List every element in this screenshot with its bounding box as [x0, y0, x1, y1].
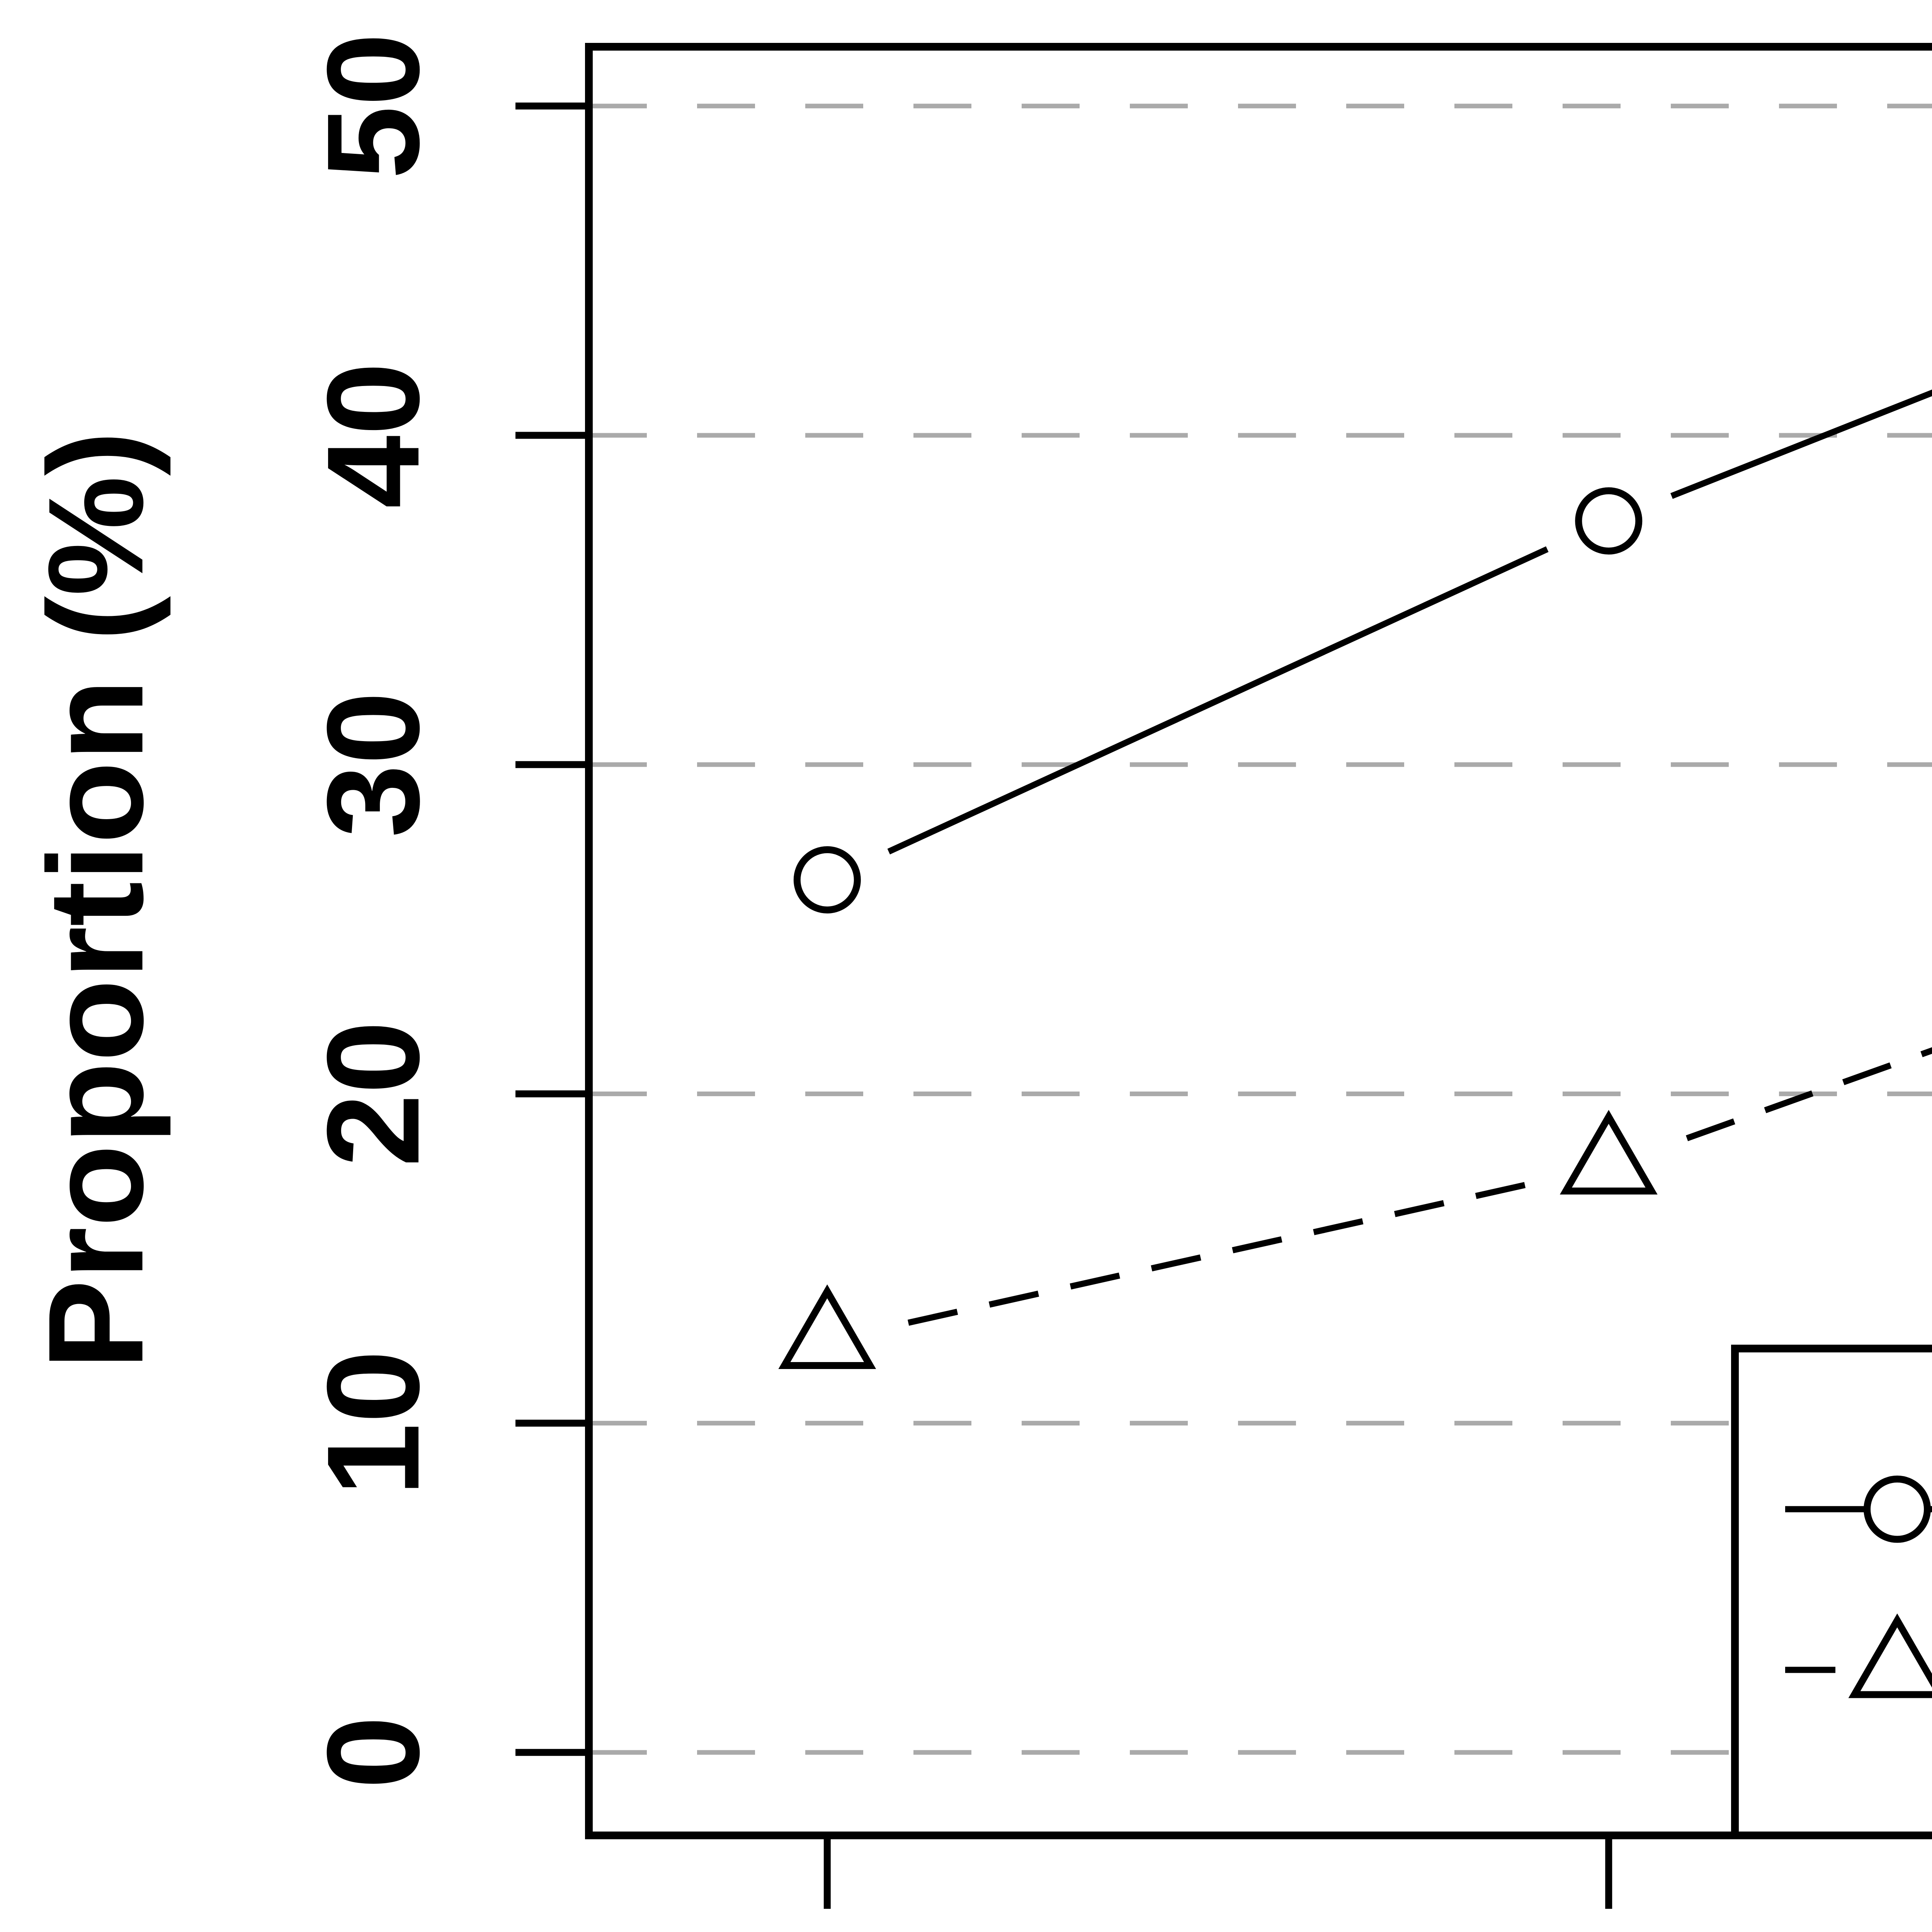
series-age-40plus [793, 389, 1932, 913]
series-age-under40 [778, 1047, 1932, 1369]
y-tick-label: 10 [300, 1350, 447, 1496]
x-axis: 234 [823, 1835, 1612, 1909]
y-axis: 0 10 20 30 40 50 [300, 33, 589, 1789]
series-line-segment [1670, 389, 1932, 499]
y-tick-label: 50 [300, 33, 447, 179]
circle-marker-icon [793, 846, 861, 913]
circle-marker-icon [1864, 1475, 1931, 1543]
y-axis-title: Proportion (%) [20, 431, 172, 1370]
plot-box [585, 43, 1932, 1839]
gridlines [589, 104, 1932, 1755]
triangle-marker-icon [1848, 1613, 1932, 1698]
y-tick-label: 20 [300, 1021, 447, 1167]
triangle-marker-icon [1560, 1110, 1658, 1195]
series-line-segment [1685, 1047, 1932, 1141]
y-tick-label: 0 [300, 1716, 447, 1789]
legend-box [1731, 1345, 1932, 1839]
series-line-segment [907, 1181, 1529, 1326]
y-tick-label: 40 [300, 362, 447, 508]
series-line-segment [887, 546, 1549, 855]
legend: Age 40+Age <40 [1731, 1345, 1932, 1839]
circle-marker-icon [1575, 487, 1643, 555]
y-tick-label: 30 [300, 692, 447, 838]
triangle-marker-icon [778, 1284, 876, 1369]
